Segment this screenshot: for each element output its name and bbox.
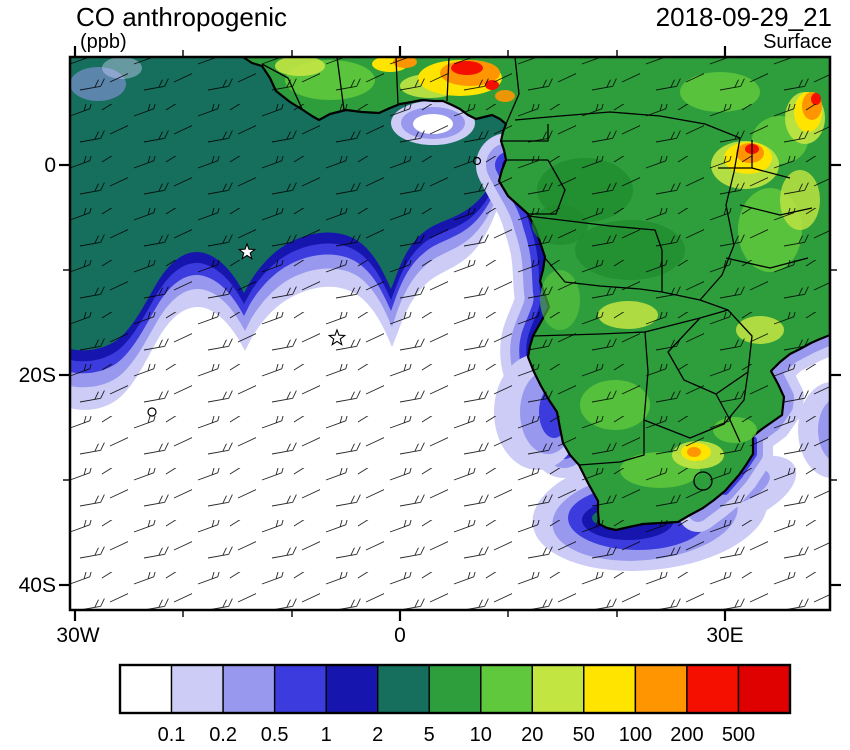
colorbar-cell <box>583 664 637 714</box>
colorbar-cell <box>428 664 482 714</box>
colorbar-tick-label: 10 <box>470 724 492 746</box>
lat-label-20s: 20S <box>19 364 56 387</box>
wind-barbs-overlay <box>70 57 830 610</box>
calm-wind-icon <box>147 407 157 417</box>
colorbar-cell <box>480 664 534 714</box>
axis-minor-ticks <box>63 50 837 617</box>
colorbar-tick-label: 0.5 <box>261 724 289 746</box>
units-label: (ppb) <box>80 31 127 53</box>
colorbar-cell <box>222 664 276 714</box>
colorbar-tick-label: 20 <box>521 724 543 746</box>
axis-major-ticks <box>59 46 841 621</box>
colorbar-tick-label: 50 <box>573 724 595 746</box>
colorbar-tick-label: 200 <box>670 724 703 746</box>
colorbar-cell <box>119 664 173 714</box>
page-title: CO anthropogenic <box>76 2 288 32</box>
level-label: Surface <box>763 31 832 53</box>
colorbar: 0.1 0.2 0.5 1 2 5 10 20 50 100 200 500 <box>118 663 792 746</box>
colorbar-tick-label: 0.2 <box>209 724 237 746</box>
lon-label-30w: 30W <box>56 624 99 647</box>
lat-label-0: 0 <box>44 154 56 177</box>
valid-time-label: 2018-09-29_21 <box>655 2 832 32</box>
station-marker-star <box>237 242 257 260</box>
colorbar-cell <box>531 664 585 714</box>
colorbar-cell <box>377 664 431 714</box>
colorbar-tick-label: 2 <box>372 724 383 746</box>
map-frame <box>68 55 832 612</box>
station-marker-star <box>327 328 347 346</box>
colorbar-tick-label: 100 <box>619 724 652 746</box>
colorbar-cell <box>170 664 224 714</box>
colorbar-outline <box>118 663 792 715</box>
colorbar-cell <box>634 664 688 714</box>
map-canvas <box>70 57 830 610</box>
lat-label-40s: 40S <box>19 574 56 597</box>
colorbar-cell <box>273 664 327 714</box>
colorbar-cell <box>325 664 379 714</box>
colorbar-tick-label: 0.1 <box>158 724 186 746</box>
calm-wind-icon <box>472 156 482 166</box>
colorbar-tick-label: 500 <box>722 724 755 746</box>
colorbar-cell <box>737 664 791 714</box>
lon-label-30e: 30E <box>706 624 743 647</box>
lon-label-0: 0 <box>394 624 406 647</box>
colorbar-tick-label: 5 <box>424 724 435 746</box>
colorbar-tick-label: 1 <box>321 724 332 746</box>
colorbar-cell <box>686 664 740 714</box>
